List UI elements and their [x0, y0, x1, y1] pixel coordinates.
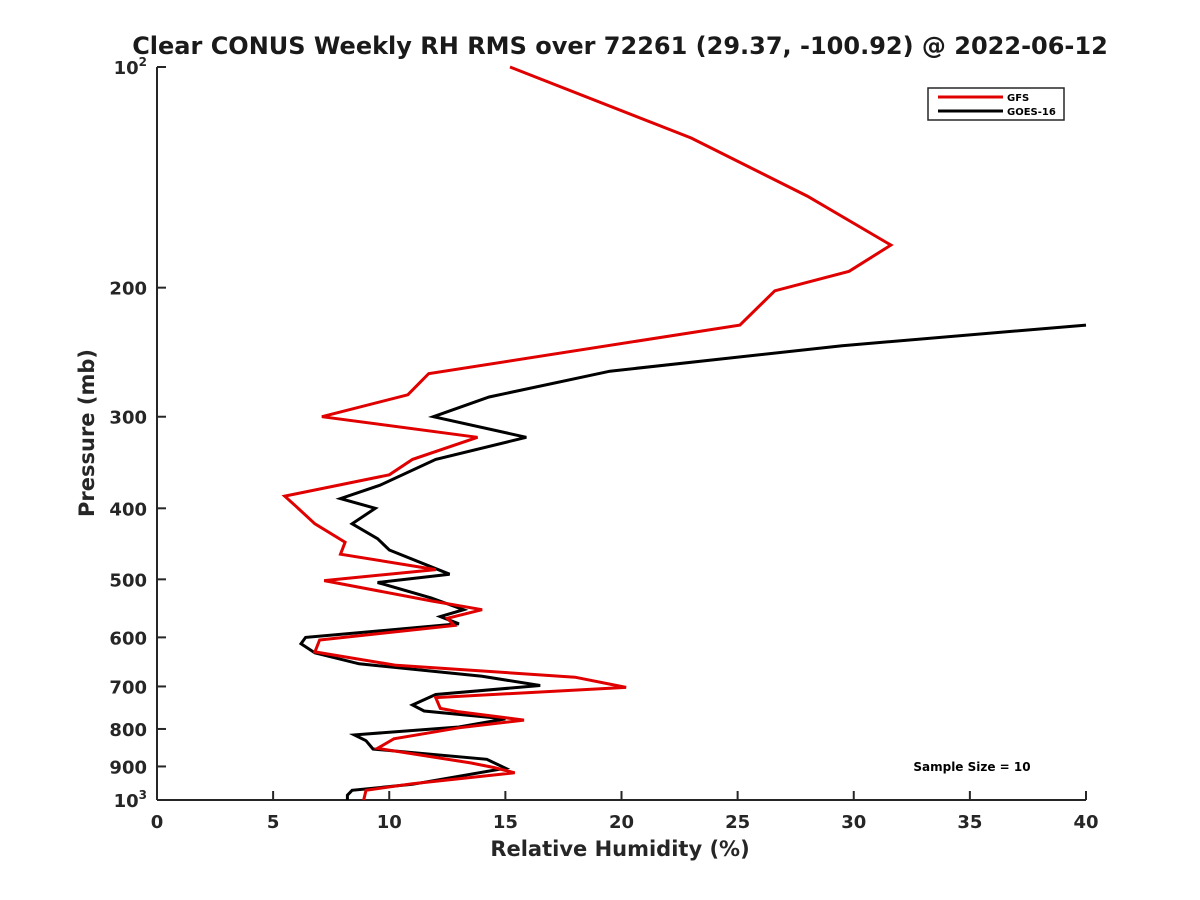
x-tick-label: 40	[1073, 812, 1098, 833]
series-line-gfs	[281, 65, 894, 801]
x-tick-label: 25	[725, 812, 750, 833]
y-tick-label: 500	[109, 570, 147, 591]
x-axis-ticks: 0 5 10 15 20 25 30 35 40	[151, 791, 1099, 833]
y-axis-label: Pressure (mb)	[75, 349, 99, 517]
y-tick-label: 600	[109, 628, 147, 649]
y-tick-label: 800	[109, 720, 147, 741]
chart-title: Clear CONUS Weekly RH RMS over 72261 (29…	[132, 32, 1108, 60]
series-lines	[281, 65, 1087, 801]
y-tick-label: 103	[114, 788, 147, 812]
legend-entry-label: GOES-16	[1007, 107, 1056, 118]
sample-size-annotation: Sample Size = 10	[913, 760, 1030, 774]
y-tick-label: 400	[109, 499, 147, 520]
x-tick-label: 30	[841, 812, 866, 833]
y-tick-label: 200	[109, 279, 147, 300]
legend-entry-label: GFS	[1007, 93, 1029, 104]
y-tick-label: 700	[109, 677, 147, 698]
y-axis-ticks: 102 200 300 400 500 600 700 800 900 103	[109, 55, 166, 812]
x-tick-label: 0	[151, 812, 164, 833]
x-axis-label: Relative Humidity (%)	[490, 837, 749, 861]
x-tick-label: 35	[957, 812, 982, 833]
series-line-goes-16	[298, 323, 1087, 800]
legend: GFS GOES-16	[927, 87, 1065, 121]
x-tick-label: 20	[609, 812, 634, 833]
x-tick-label: 5	[267, 812, 280, 833]
y-tick-label: 102	[114, 55, 147, 79]
y-tick-label: 300	[109, 408, 147, 429]
x-tick-label: 10	[377, 812, 402, 833]
plot-area: 0 5 10 15 20 25 30 35 40 102 200 300 400 500 600 700 80…	[109, 55, 1098, 833]
x-tick-label: 15	[493, 812, 518, 833]
legend-box	[927, 87, 1065, 121]
y-tick-label: 900	[109, 757, 147, 778]
